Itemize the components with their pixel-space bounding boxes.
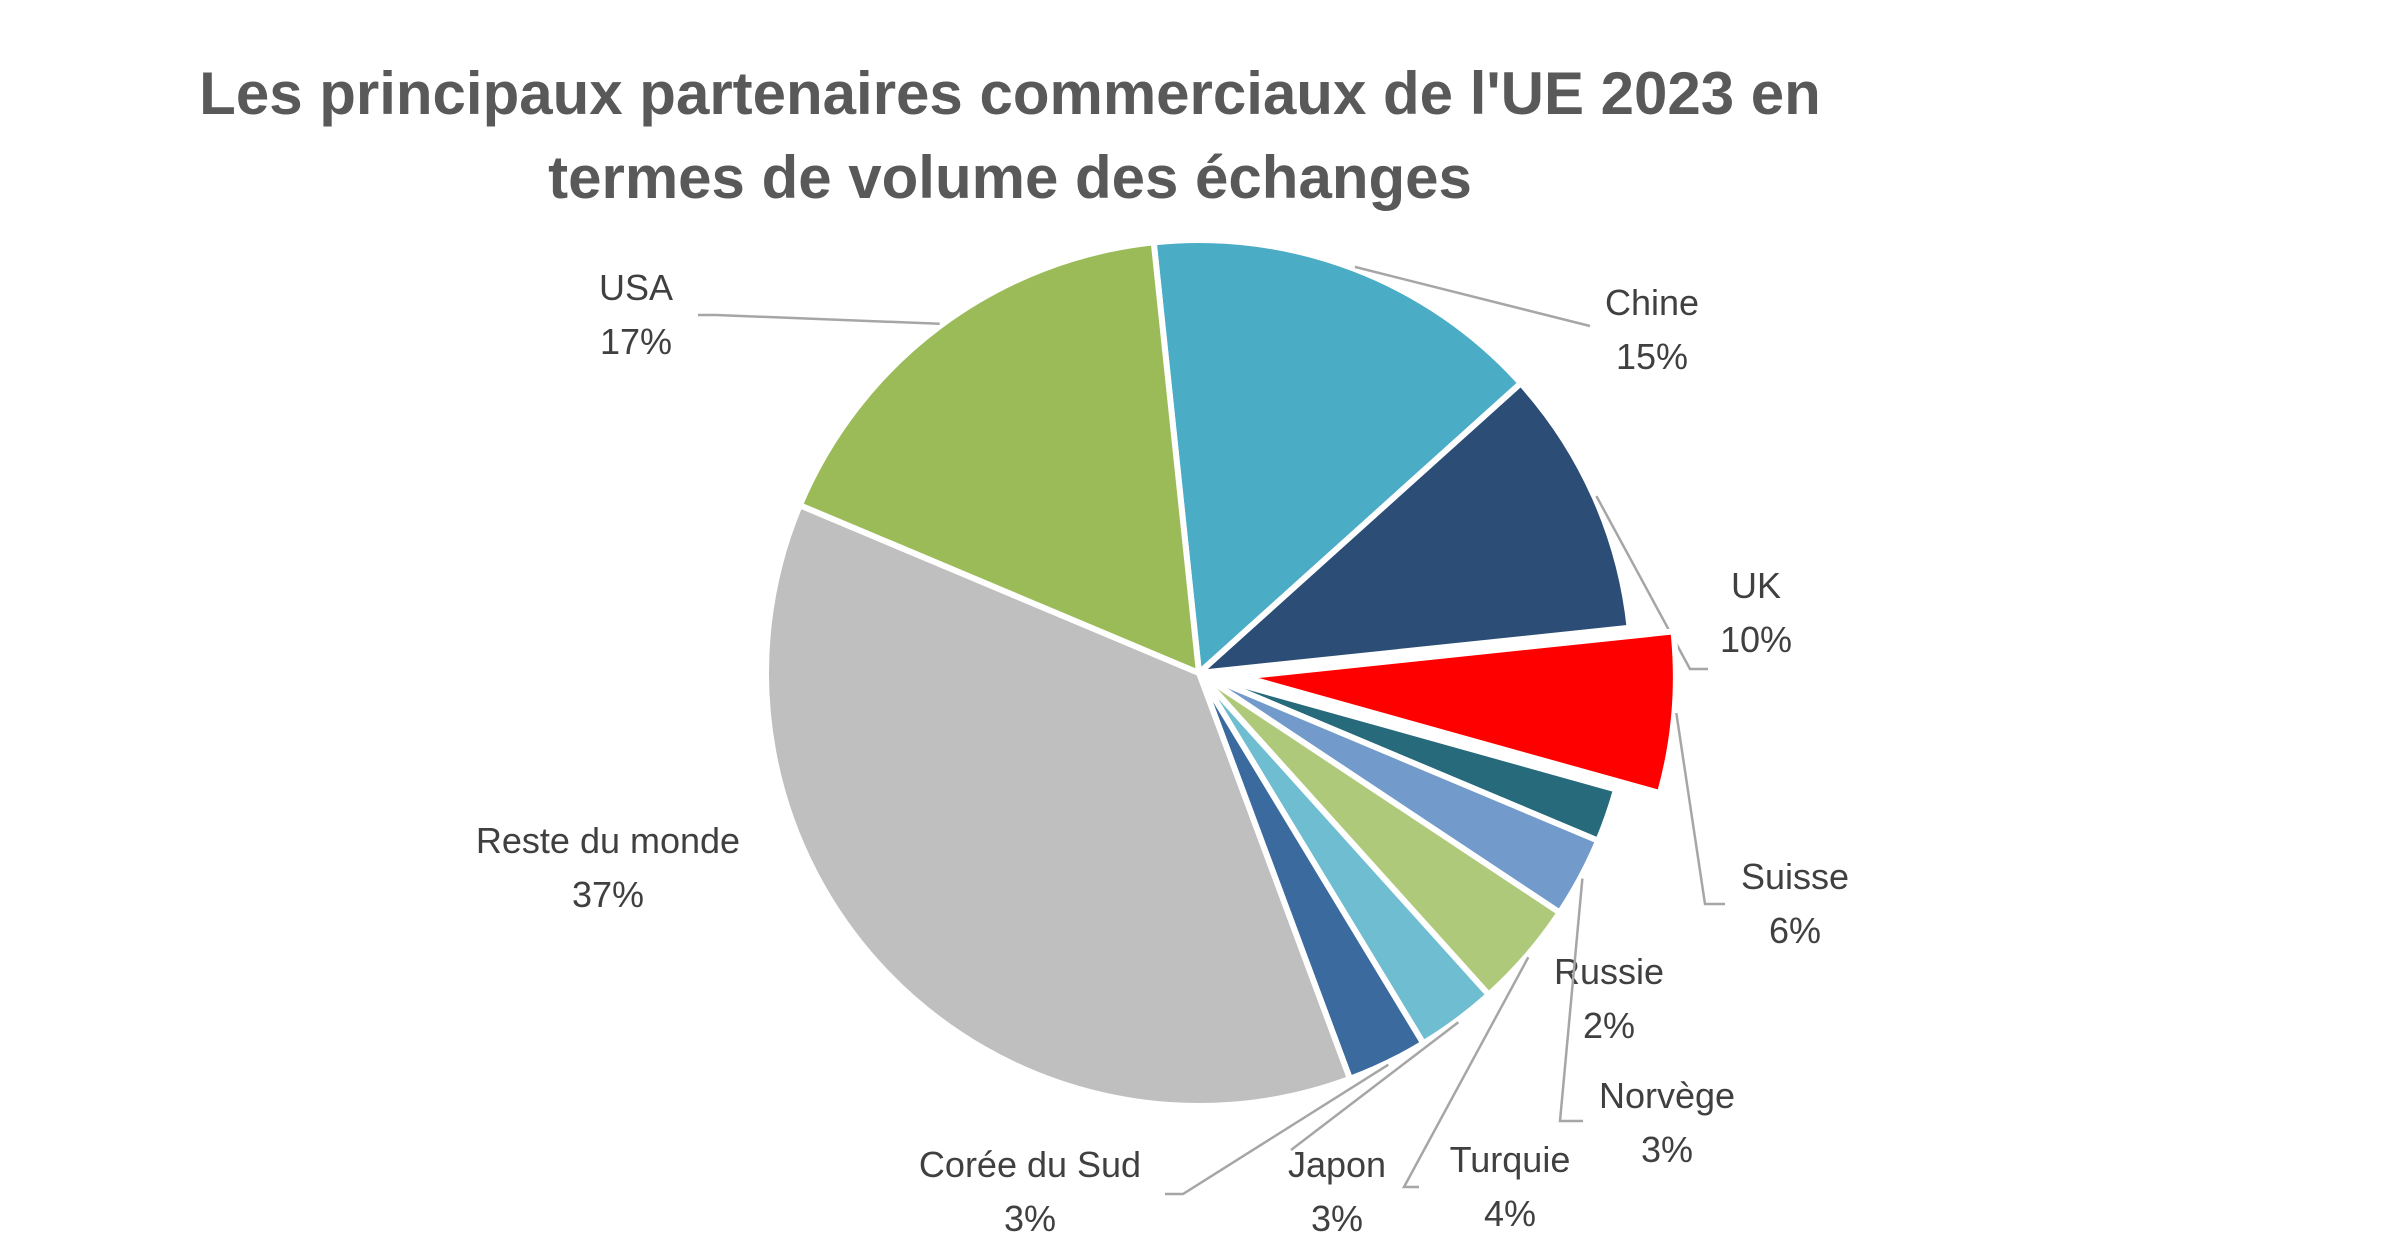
slice-label-norvege: Norvège xyxy=(1599,1075,1735,1116)
pie-slice-usa xyxy=(796,239,1202,676)
slice-value-suisse: 6% xyxy=(1769,910,1821,951)
slice-label-japon: Japon xyxy=(1288,1144,1386,1185)
pie-slice-reste-du-monde xyxy=(763,502,1353,1109)
leader-line-coree-du-sud xyxy=(1165,1063,1389,1196)
slice-value-uk: 10% xyxy=(1720,619,1792,660)
pie-slice-uk xyxy=(1196,380,1633,676)
slice-label-russie: Russie xyxy=(1554,951,1664,992)
leader-line-uk xyxy=(1595,495,1708,671)
slice-value-turquie: 4% xyxy=(1484,1193,1536,1234)
slice-label-usa: USA xyxy=(599,267,673,308)
slice-value-reste-du-monde: 37% xyxy=(572,874,644,915)
slice-label-turquie: Turquie xyxy=(1450,1139,1571,1180)
leader-line-usa xyxy=(698,313,940,326)
slice-label-suisse: Suisse xyxy=(1741,856,1849,897)
chart-title-line-2: termes de volume des échanges xyxy=(548,144,1472,211)
slice-value-usa: 17% xyxy=(600,321,672,362)
slice-label-uk: UK xyxy=(1731,565,1781,606)
leader-line-norvege xyxy=(1558,878,1584,1123)
leader-line-chine xyxy=(1354,265,1591,328)
leader-line-suisse xyxy=(1675,712,1725,906)
slice-label-coree-du-sud: Corée du Sud xyxy=(919,1144,1141,1185)
slice-value-norvege: 3% xyxy=(1641,1129,1693,1170)
leader-line-japon xyxy=(1290,1021,1460,1151)
slice-value-japon: 3% xyxy=(1311,1198,1363,1239)
slice-label-chine: Chine xyxy=(1605,282,1699,323)
pie-slice-suisse xyxy=(1239,628,1679,797)
slice-value-coree-du-sud: 3% xyxy=(1004,1198,1056,1239)
chart-title: Les principaux partenaires commerciaux d… xyxy=(60,52,1960,220)
pie-slice-chine xyxy=(1150,237,1524,676)
chart-title-line-1: Les principaux partenaires commerciaux d… xyxy=(199,60,1821,127)
slice-value-russie: 2% xyxy=(1583,1005,1635,1046)
slice-value-chine: 15% xyxy=(1616,336,1688,377)
slice-label-reste-du-monde: Reste du monde xyxy=(476,820,740,861)
leader-line-turquie xyxy=(1401,956,1530,1189)
